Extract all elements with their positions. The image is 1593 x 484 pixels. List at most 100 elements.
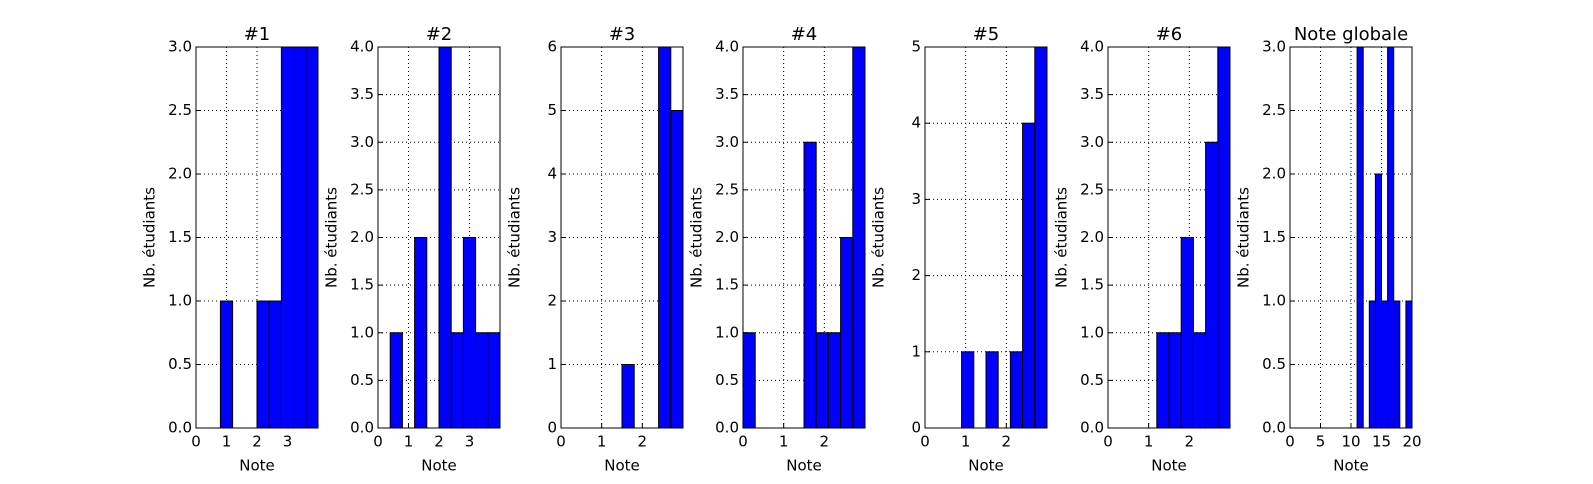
histogram-bar [305,46,319,429]
y-tick-label: 4 [547,165,557,183]
histogram-bar [1374,173,1383,429]
chart-title: #4 [791,24,818,45]
chart-title: #2 [426,24,453,45]
y-tick-label: 2.0 [1080,228,1104,246]
y-tick-label: 1.0 [350,323,374,341]
histogram-bar [1156,332,1170,429]
x-tick-label: 5 [1316,433,1326,451]
x-tick-label: 1 [222,433,232,451]
y-tick-label: 2.5 [1080,180,1104,198]
y-tick-label: 3.0 [350,133,374,151]
chart-title: #5 [973,24,1000,45]
histogram-bar [1022,122,1036,429]
x-tick-label: 0 [1285,433,1295,451]
y-tick-label: 2.0 [168,165,192,183]
x-tick-label: 0 [556,433,566,451]
y-tick-label: 0 [547,419,557,437]
x-tick-label: 2 [638,433,648,451]
x-axis-label: Note [1151,457,1187,475]
histogram-bar [670,110,684,429]
x-tick-label: 10 [1341,433,1360,451]
histogram-bar [293,46,307,429]
histogram-bar [827,332,842,429]
x-tick-label: 20 [1402,433,1421,451]
chart-title: #1 [244,24,271,45]
chart-title: Note globale [1294,24,1408,45]
x-axis-label: Note [604,457,640,475]
y-tick-label: 1 [911,342,921,360]
histogram-bar [803,141,817,429]
histogram-bar [219,300,234,429]
x-axis-label: Note [968,457,1004,475]
histogram-bar [438,46,452,429]
y-tick-label: 1.5 [1262,228,1286,246]
y-tick-label: 2 [547,292,557,310]
y-tick-label: 0.5 [715,371,739,389]
x-tick-label: 0 [191,433,201,451]
y-tick-label: 6 [547,38,557,56]
x-tick-label: 1 [779,433,789,451]
x-tick-label: 15 [1372,433,1391,451]
y-axis-label: Nb. étudiants [141,187,159,288]
x-tick-label: 2 [820,433,830,451]
x-tick-label: 1 [404,433,414,451]
x-tick-label: 2 [252,433,262,451]
x-tick-label: 3 [283,433,293,451]
y-axis-label: Nb. étudiants [323,187,341,288]
histogram-bar [621,364,635,429]
y-tick-label: 4.0 [1080,38,1104,56]
y-tick-label: 3.5 [715,85,739,103]
x-tick-label: 3 [465,433,475,451]
histogram-bar [1368,300,1376,429]
x-tick-label: 0 [1103,433,1113,451]
y-tick-label: 0.5 [1262,355,1286,373]
y-tick-label: 2.0 [350,228,374,246]
y-tick-label: 3.0 [168,38,192,56]
x-axis-label: Note [1333,457,1369,475]
histogram-bar [985,351,999,429]
histogram-bar [414,237,428,429]
y-axis-label: Nb. étudiants [506,187,524,288]
histogram-bar [1034,46,1048,429]
histogram-bar [742,332,756,429]
y-tick-label: 1.0 [168,292,192,310]
y-tick-label: 2.0 [1262,165,1286,183]
y-tick-label: 0.5 [350,371,374,389]
histogram-bar [268,300,282,429]
y-tick-label: 0.5 [1080,371,1104,389]
y-tick-label: 1.5 [715,276,739,294]
y-tick-label: 4.0 [350,38,374,56]
x-tick-label: 1 [597,433,607,451]
plot-frame [560,46,684,429]
y-tick-label: 0.0 [168,419,192,437]
x-tick-label: 2 [1002,433,1012,451]
plot-frame [195,46,319,429]
y-tick-label: 0.0 [1080,419,1104,437]
histogram-bar [815,332,829,429]
histogram-bar [1381,300,1389,429]
y-tick-label: 2.5 [168,101,192,119]
x-tick-label: 2 [1185,433,1195,451]
y-tick-label: 0.0 [350,419,374,437]
histogram-bar [1009,351,1024,429]
y-tick-label: 0.0 [1262,419,1286,437]
y-axis-label: Nb. étudiants [1235,187,1253,288]
y-tick-label: 4 [911,114,921,132]
y-tick-label: 3 [911,190,921,208]
histogram-bar [658,46,672,429]
y-tick-label: 5 [911,38,921,56]
x-tick-label: 0 [373,433,383,451]
histogram-bar [1387,46,1395,429]
x-tick-label: 1 [1144,433,1154,451]
histogram-bar [462,237,477,429]
y-tick-label: 3.0 [1080,133,1104,151]
x-tick-label: 0 [738,433,748,451]
y-tick-label: 3.5 [350,85,374,103]
plot-frame [377,46,501,429]
histogram-bar [475,332,489,429]
x-axis-label: Note [421,457,457,475]
y-tick-label: 2.5 [350,180,374,198]
y-tick-label: 2.5 [1262,101,1286,119]
